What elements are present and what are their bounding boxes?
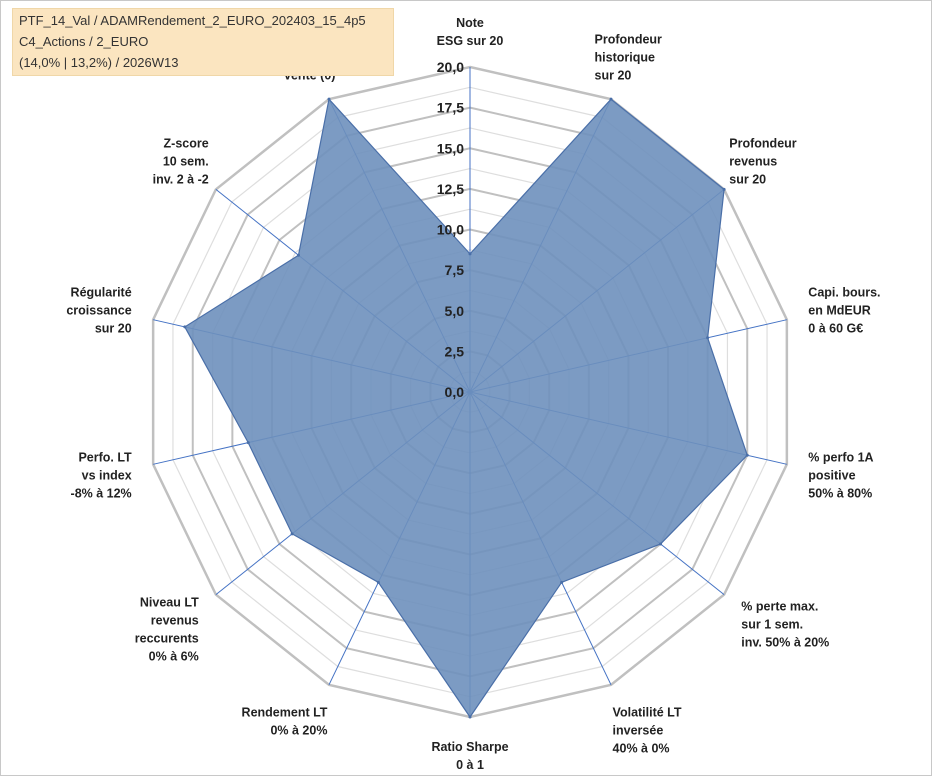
axis-label: Profondeur historique sur 20 — [595, 32, 662, 82]
axis-label: Perfo. LT vs index -8% à 12% — [71, 451, 133, 501]
data-point — [609, 97, 613, 101]
data-point — [722, 187, 726, 191]
portfolio-info-box: PTF_14_Val / ADAMRendement_2_EURO_202403… — [12, 8, 394, 76]
info-line-performance: (14,0% | 13,2%) / 2026W13 — [19, 55, 179, 70]
axis-label: % perfo 1A positive 50% à 80% — [808, 451, 873, 501]
data-point — [468, 252, 472, 256]
axis-label: Note ESG sur 20 — [437, 16, 504, 48]
tick-label: 12,5 — [437, 181, 464, 197]
axis-label: Ratio Sharpe 0 à 1 — [431, 740, 508, 772]
axis-label: Capi. bours. en MdEUR 0 à 60 G€ — [808, 285, 880, 335]
axis-label: Rendement LT 0% à 20% — [242, 706, 328, 738]
tick-label: 0,0 — [445, 384, 465, 400]
data-point — [560, 580, 564, 584]
axis-label: % perte max. sur 1 sem. inv. 50% à 20% — [741, 600, 829, 650]
tick-label: 20,0 — [437, 59, 464, 75]
data-point — [183, 325, 187, 329]
tick-labels: 0,0 2,5 5,0 7,5 10,0 12,5 15,0 17,5 20,0 — [437, 59, 464, 400]
tick-label: 5,0 — [445, 303, 465, 319]
data-point — [246, 441, 250, 445]
tick-label: 15,0 — [437, 140, 464, 156]
data-point — [376, 580, 380, 584]
data-point — [290, 532, 294, 536]
series-area — [183, 97, 749, 719]
data-point — [327, 97, 331, 101]
series-polygon — [184, 97, 748, 719]
tick-label: 17,5 — [437, 100, 464, 116]
info-line-portfolio: PTF_14_Val / ADAMRendement_2_EURO_202403… — [19, 13, 366, 28]
data-point — [745, 453, 749, 457]
tick-label: 10,0 — [437, 222, 464, 238]
data-point — [468, 715, 472, 719]
data-point — [659, 542, 663, 546]
axis-label: Niveau LT revenus reccurents 0% à 6% — [135, 596, 199, 664]
category-labels: Note ESG sur 20 Profondeur historique sur 20… — [66, 16, 880, 772]
tick-label: 7,5 — [445, 262, 465, 278]
axis-label: Volatilité LT inversée 40% à 0% — [613, 706, 682, 756]
axis-label: Régularité croissance sur 20 — [66, 285, 131, 335]
axis-label: Z-score 10 sem. inv. 2 à -2 — [153, 136, 209, 186]
axis-label: Profondeur revenus sur 20 — [729, 136, 796, 186]
data-point — [296, 253, 300, 257]
info-line-category: C4_Actions / 2_EURO — [19, 34, 149, 49]
tick-label: 2,5 — [445, 343, 465, 359]
data-point — [706, 336, 710, 340]
